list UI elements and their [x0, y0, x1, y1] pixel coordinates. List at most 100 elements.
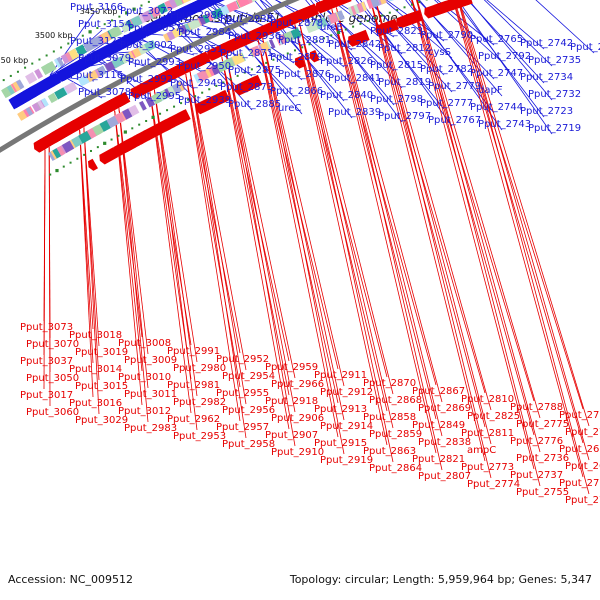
position-tick [96, 146, 99, 149]
position-tick [140, 4, 143, 7]
reverse-gene-label: Pput_2739 [559, 410, 600, 421]
position-tick [258, 65, 261, 68]
reverse-gene-label: Pput_2700 [559, 478, 600, 489]
label-connector [370, 0, 486, 428]
forward-gene-label: Pput_2735 [528, 55, 581, 66]
forward-gene-label: Pput_2826 [320, 56, 373, 67]
position-tick [403, 6, 406, 9]
feature-block [12, 81, 21, 92]
reverse-gene-label: Pput_2955 [216, 388, 269, 399]
reverse-gene-label: Pput_2915 [314, 438, 367, 449]
forward-gene-arrow [8, 97, 19, 110]
forward-gene-label: Pput_3116 [70, 70, 123, 81]
feature-block [100, 31, 112, 43]
feature-block [56, 56, 65, 67]
position-tick [131, 127, 134, 130]
position-tick [222, 81, 225, 84]
reverse-gene-arrow [76, 114, 89, 128]
feature-block [137, 44, 148, 55]
position-tick [111, 19, 114, 22]
position-tick [286, 52, 289, 55]
feature-block [99, 119, 112, 132]
forward-gene-label: Pput_2993 [128, 57, 181, 68]
label-connector [416, 0, 541, 487]
reverse-gene-label: Pput_3016 [69, 398, 122, 409]
reverse-gene-label: Pput_2838 [418, 437, 471, 448]
label-connector [453, 0, 584, 444]
forward-gene-label: Pput_3002 [120, 40, 173, 51]
reverse-gene-arrow [161, 70, 173, 83]
feature-block [184, 23, 191, 33]
position-tick [125, 11, 129, 15]
forward-gene-label: Pput_2792 [478, 51, 531, 62]
position-tick [279, 55, 282, 58]
reverse-gene-label: Pput_2864 [369, 463, 422, 474]
label-connector [359, 0, 453, 127]
label-connector [375, 0, 492, 445]
feature-block [139, 100, 147, 111]
reverse-gene-label: Pput_2952 [216, 354, 269, 365]
forward-gene-arrow [178, 5, 191, 20]
position-tick [96, 26, 99, 29]
position-tick [24, 66, 27, 69]
forward-gene-label: Pput_2873 [220, 82, 273, 93]
feature-block [41, 97, 49, 107]
feature-block [56, 145, 66, 156]
reverse-gene-label: Pput_3060 [26, 407, 79, 418]
position-tick [187, 98, 190, 101]
forward-gene-label: Pput_2984 [178, 27, 231, 38]
reverse-gene-arrow [145, 79, 155, 92]
label-connector [153, 89, 198, 363]
rna-gene-arrow [133, 133, 144, 146]
forward-gene-label: Pput_2742 [520, 38, 573, 49]
reverse-gene-arrow [196, 54, 206, 66]
label-connector [385, 0, 445, 42]
label-connector [411, 0, 535, 470]
label-connector [335, 7, 443, 471]
feature-block [31, 102, 41, 113]
reverse-gene-label: Pput_2774 [467, 479, 520, 490]
position-tick [31, 62, 34, 65]
label-connector [189, 71, 247, 439]
label-connector [436, 0, 495, 46]
reverse-gene-label: Pput_3014 [69, 364, 122, 375]
reverse-gene-label: Pput_3029 [75, 415, 128, 426]
feature-block [1, 86, 12, 98]
position-tick [236, 74, 239, 77]
label-connector [331, 9, 437, 454]
reverse-gene-label: Pput_2981 [167, 380, 220, 391]
reverse-gene-label: Pput_2954 [222, 371, 275, 382]
reverse-gene-label: Pput_2788 [510, 402, 563, 413]
position-tick [166, 109, 169, 112]
position-tick [201, 91, 204, 94]
forward-gene-label: Pput_3154 [78, 19, 131, 30]
feature-block [64, 85, 71, 94]
forward-gene-arrow [58, 63, 78, 81]
rna-gene-arrow [121, 137, 137, 153]
rna-gene-arrow [195, 97, 214, 115]
reverse-gene-label: Pput_3019 [75, 347, 128, 358]
feature-block [47, 92, 58, 104]
forward-gene-label: Pput_2840 [320, 90, 373, 101]
forward-gene-label: Pput_3122 [70, 36, 123, 47]
feature-block [52, 148, 62, 159]
position-tick [418, 1, 421, 4]
feature-block [120, 52, 132, 64]
label-connector [370, 0, 486, 394]
forward-gene-label: Pput_2986 [170, 10, 223, 21]
label-connector [368, 0, 453, 93]
feature-block [260, 41, 270, 53]
feature-block [350, 5, 357, 16]
position-tick [62, 165, 65, 168]
feature-block [108, 25, 122, 39]
feature-block [68, 48, 80, 60]
forward-gene-label: Pput_2950 [178, 61, 231, 72]
label-connector [114, 110, 143, 406]
reverse-gene-label: Pput_2956 [222, 405, 275, 416]
rna-gene-arrow [87, 158, 99, 171]
label-connector [200, 0, 295, 64]
reverse-gene-label: Pput_2775 [516, 419, 569, 430]
label-connector [262, 38, 345, 421]
reverse-gene-label: Pput_3073 [20, 322, 73, 333]
label-connector [49, 46, 95, 76]
